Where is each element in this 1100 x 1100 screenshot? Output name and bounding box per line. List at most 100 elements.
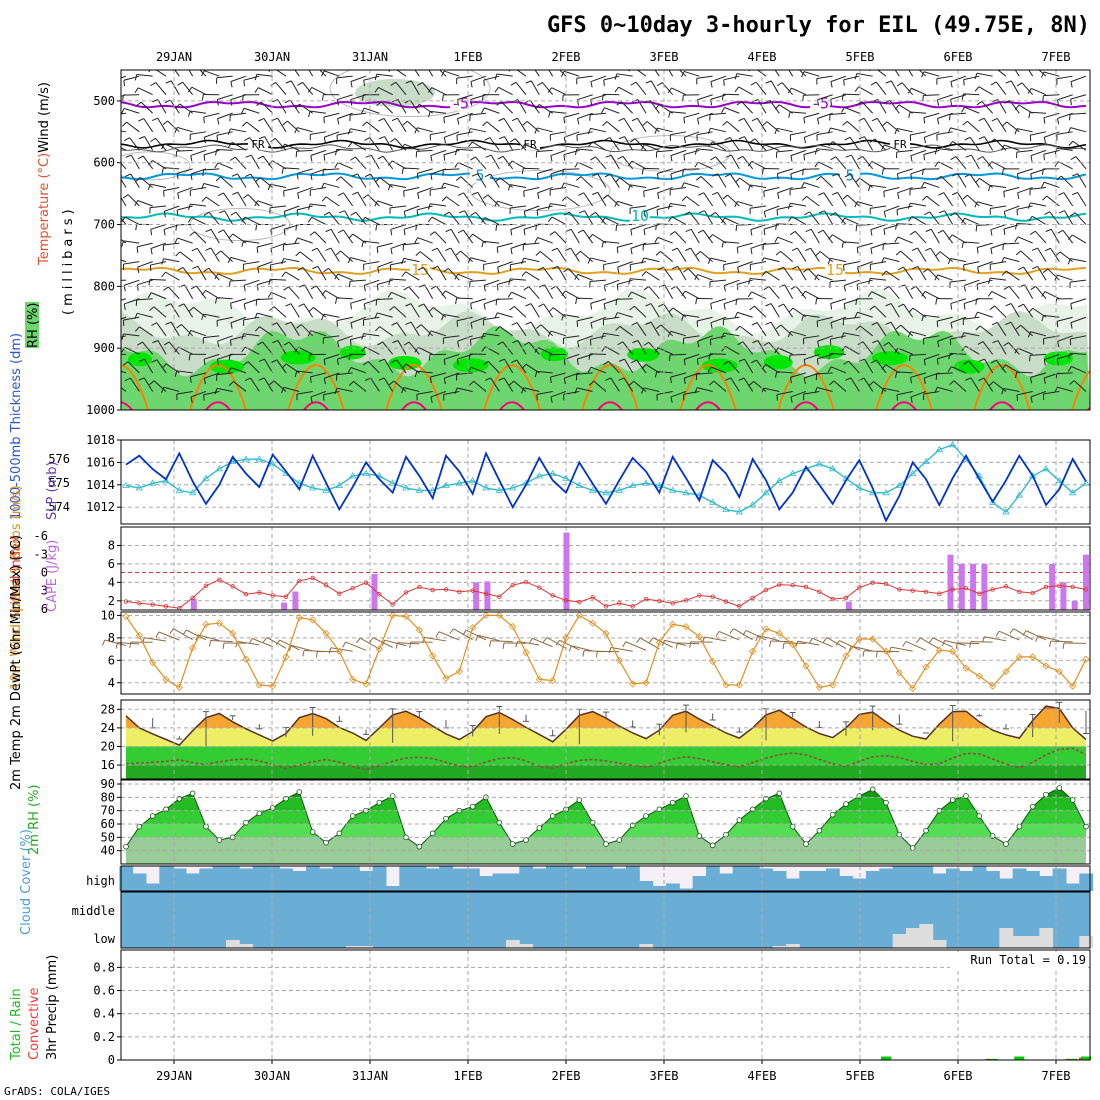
upper-wind-barb-flag xyxy=(134,74,138,81)
wind10m-label: 10m Wind Speed & Barbs (m/s) xyxy=(9,485,24,690)
upper-wind-barb-flag xyxy=(255,177,261,182)
upper-wind-barb-flag xyxy=(841,107,845,113)
upper-wind-barb-flag xyxy=(1004,100,1011,104)
upper-wind-barb xyxy=(297,186,313,194)
cloud-high-bar xyxy=(479,876,494,891)
upper-wind-barb-flag xyxy=(137,155,144,160)
upper-wind-barb xyxy=(410,80,420,95)
upper-wind-barb-flag xyxy=(578,210,585,214)
upper-wind-barb xyxy=(847,194,860,207)
upper-wind-barb-flag xyxy=(1042,95,1044,102)
upper-wind-barb-flag xyxy=(242,121,248,127)
upper-wind-barb xyxy=(390,224,407,230)
upper-wind-barb xyxy=(275,70,287,77)
upper-wind-barb-flag xyxy=(899,63,905,65)
upper-wind-barb-flag xyxy=(177,267,184,271)
upper-wind-barb-flag xyxy=(295,251,301,257)
upper-wind-barb xyxy=(859,325,873,337)
upper-wind-barb-flag xyxy=(165,80,172,84)
upper-wind-barb xyxy=(1032,215,1047,225)
upper-wind-barb-flag xyxy=(870,229,873,236)
upper-wind-barb-flag xyxy=(161,387,165,393)
upper-wind-barb-flag xyxy=(323,378,326,385)
upper-wind-barb xyxy=(516,322,527,337)
upper-wind-barb-flag xyxy=(427,216,433,223)
upper-wind-barb xyxy=(884,144,900,151)
upper-wind-barb xyxy=(610,377,620,392)
upper-wind-barb-flag xyxy=(217,341,220,348)
wind10m-barb-flag xyxy=(502,642,505,649)
wind10m-barb-flag xyxy=(769,640,772,647)
upper-wind-barb xyxy=(810,229,820,244)
upper-wind-barb-flag xyxy=(854,73,858,80)
upper-wind-barb xyxy=(124,279,140,286)
rh2m-point xyxy=(549,813,556,819)
upper-wind-barb-flag xyxy=(203,359,206,366)
upper-wind-barb xyxy=(328,268,340,281)
upper-wind-barb-flag xyxy=(308,111,311,118)
upper-wind-barb xyxy=(487,194,500,207)
upper-wind-barb xyxy=(181,324,194,337)
upper-wind-barb-flag xyxy=(136,101,142,107)
upper-wind-barb-flag xyxy=(457,341,460,348)
upper-wind-barb-flag xyxy=(724,173,731,178)
upper-wind-barb xyxy=(763,387,780,392)
upper-wind-barb xyxy=(849,173,860,188)
wind10m-barb-flag xyxy=(302,650,305,657)
upper-wind-barb xyxy=(954,212,967,225)
contour-label-bg xyxy=(520,136,540,151)
upper-wind-barb-flag xyxy=(962,194,968,200)
upper-wind-barb xyxy=(832,141,847,151)
y-tick-label: 4 xyxy=(108,676,115,690)
upper-wind-barb xyxy=(942,229,954,244)
upper-wind-barb xyxy=(696,372,713,375)
upper-wind-barb-flag xyxy=(1014,347,1019,354)
upper-wind-barb-flag xyxy=(618,377,625,381)
upper-wind-barb-flag xyxy=(1041,291,1046,297)
upper-wind-barb xyxy=(381,101,394,114)
temp-contour-20 xyxy=(1071,369,1090,410)
y-tick-label: 20 xyxy=(101,739,115,753)
upper-wind-barb xyxy=(963,316,980,320)
upper-wind-barb xyxy=(964,279,980,287)
upper-wind-barb xyxy=(696,131,713,136)
upper-wind-barb-flag xyxy=(667,331,672,337)
wind10m-barb-flag xyxy=(649,637,654,643)
upper-wind-barb-flag xyxy=(934,387,938,394)
upper-wind-barb xyxy=(636,322,647,337)
upper-wind-barb xyxy=(590,257,607,263)
upper-wind-barb xyxy=(963,261,980,266)
upper-wind-barb xyxy=(357,192,367,207)
upper-wind-barb-flag xyxy=(496,247,499,254)
upper-wind-barb xyxy=(270,205,287,209)
upper-wind-barb-flag xyxy=(417,266,424,271)
upper-wind-barb xyxy=(290,80,300,95)
upper-wind-barb xyxy=(330,229,340,244)
upper-wind-barb xyxy=(550,203,567,207)
upper-wind-barb xyxy=(283,167,300,170)
upper-wind-barb-flag xyxy=(750,359,757,364)
upper-wind-barb-flag xyxy=(668,307,674,313)
upper-wind-barb-flag xyxy=(738,117,745,122)
upper-wind-barb-flag xyxy=(747,184,751,191)
upper-wind-barb-flag xyxy=(376,101,382,106)
cape-bar xyxy=(563,532,570,610)
upper-wind-barb-flag xyxy=(525,321,532,325)
upper-wind-barb xyxy=(137,200,153,207)
wind10m-point xyxy=(815,683,823,691)
cloud-high-bar xyxy=(266,866,280,891)
upper-wind-barb-flag xyxy=(484,173,491,178)
upper-wind-barb xyxy=(820,175,834,188)
cape-bar xyxy=(281,602,288,610)
upper-wind-barb xyxy=(863,377,874,392)
upper-wind-barb-flag xyxy=(1057,118,1060,125)
precip-total-bar xyxy=(1081,1056,1091,1060)
upper-wind-barb xyxy=(483,240,500,244)
upper-wind-barb-flag xyxy=(761,168,764,175)
upper-wind-barb xyxy=(163,167,180,170)
wind10m-point xyxy=(535,675,543,683)
upper-wind-barb xyxy=(643,257,660,263)
upper-wind-barb-flag xyxy=(961,106,965,113)
upper-wind-barb xyxy=(523,387,540,392)
y-tick-label: 1012 xyxy=(86,500,115,514)
